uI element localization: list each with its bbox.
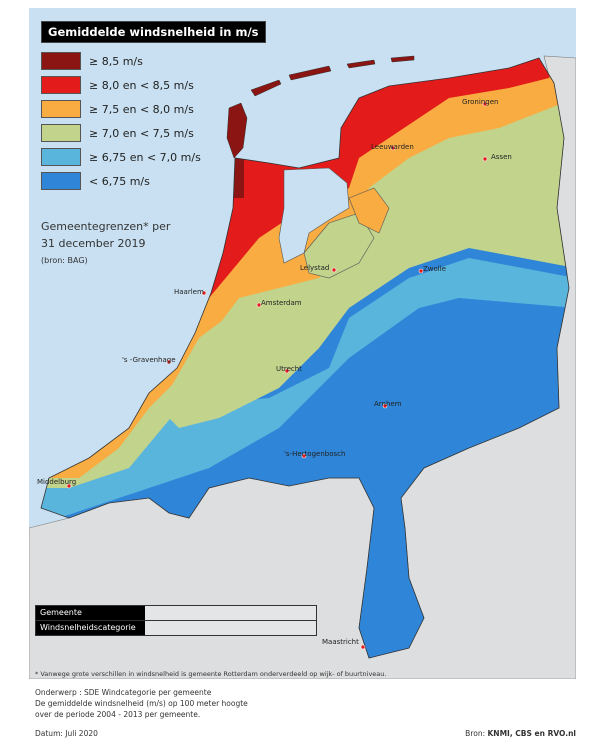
source-prefix: Bron: [465,729,488,738]
subject-line2: De gemiddelde windsnelheid (m/s) op 100 … [35,699,248,708]
source-value: KNMI, CBS en RVO.nl [487,729,577,738]
texel [226,102,248,159]
city-dot [256,302,262,308]
city-label: Utrecht [276,365,302,373]
flevoland [303,212,375,279]
city-dot [284,368,290,374]
noordoostpolder [348,187,390,234]
city-label: 's -Gravenhage [122,356,176,364]
boundaries-note-line1: Gemeentegrenzen* per [41,220,171,233]
legend-item: ≥ 8,5 m/s [41,52,143,70]
city-label: Amsterdam [261,299,302,307]
city-dot [331,267,337,273]
wadden-islands [226,55,415,159]
legend-label: ≥ 6,75 en < 7,0 m/s [89,150,201,164]
city-dot [166,359,172,365]
subject-line3: over de periode 2004 - 2013 per gemeente… [35,710,201,719]
wind-map[interactable]: Gemiddelde windsnelheid in m/s ≥ 8,5 m/s… [29,8,576,679]
terschelling [288,65,332,81]
city-dot [201,290,207,296]
legend-swatch [41,52,81,70]
city-dot [66,483,72,489]
legend-item: ≥ 7,5 en < 8,0 m/s [41,100,194,118]
city-dot [418,268,424,274]
footnote: * Vanwege grote verschillen in windsnelh… [35,670,387,678]
city-label: Leeuwarden [371,143,414,151]
city-dot [382,403,388,409]
date: Datum: Juli 2020 [35,729,98,738]
legend-item: < 6,75 m/s [41,172,150,190]
city-label: Middelburg [37,478,77,486]
legend-item: ≥ 8,0 en < 8,5 m/s [41,76,194,94]
city-dot [390,145,396,151]
schiermonnikoog [390,55,415,63]
legend-label: < 6,75 m/s [89,174,150,188]
ijsselmeer [278,167,350,264]
legend-label: ≥ 8,0 en < 8,5 m/s [89,78,194,92]
gemeente-label: Gemeente [36,606,145,620]
legend-label: ≥ 8,5 m/s [89,54,143,68]
gemeente-value [145,606,316,620]
legend-label: ≥ 7,0 en < 7,5 m/s [89,126,194,140]
ameland [346,59,376,69]
city-label: Groningen [462,98,499,106]
legend-swatch [41,148,81,166]
city-dot [301,453,307,459]
zone-darkred-coast [229,158,244,198]
boundaries-source: (bron: BAG) [41,256,88,265]
city-label: 's-Hertogenbosch [284,450,346,458]
legend-swatch [41,76,81,94]
city-dot [482,101,488,107]
category-value [145,621,316,635]
legend-label: ≥ 7,5 en < 8,0 m/s [89,102,194,116]
subject-line1: Onderwerp : SDE Windcategorie per gemeen… [35,688,212,697]
city-label: Lelystad [300,264,330,272]
legend-title: Gemiddelde windsnelheid in m/s [41,21,266,43]
city-label: Assen [491,153,512,161]
nl-border [40,57,570,659]
city-label: Zwolle [423,265,446,273]
subject-text: Onderwerp : SDE Windcategorie per gemeen… [35,687,248,720]
source: Bron: KNMI, CBS en RVO.nl [465,728,576,739]
zone-lightblue [41,258,569,528]
vlieland [250,79,282,97]
legend-swatch [41,100,81,118]
legend-item: ≥ 7,0 en < 7,5 m/s [41,124,194,142]
map-svg [29,55,576,679]
legend-swatch [41,172,81,190]
city-label: Arnhem [374,400,402,408]
boundaries-note-line2: 31 december 2019 [41,237,146,250]
legend-item: ≥ 6,75 en < 7,0 m/s [41,148,201,166]
zone-green-west [159,308,319,428]
city-dot [482,156,488,162]
city-dot [360,644,366,650]
city-label: Haarlem [174,288,204,296]
legend-swatch [41,124,81,142]
info-box: Gemeente Windsnelheidscategorie [35,605,317,636]
city-label: Maastricht [322,638,359,646]
category-label: Windsnelheidscategorie [36,621,145,635]
